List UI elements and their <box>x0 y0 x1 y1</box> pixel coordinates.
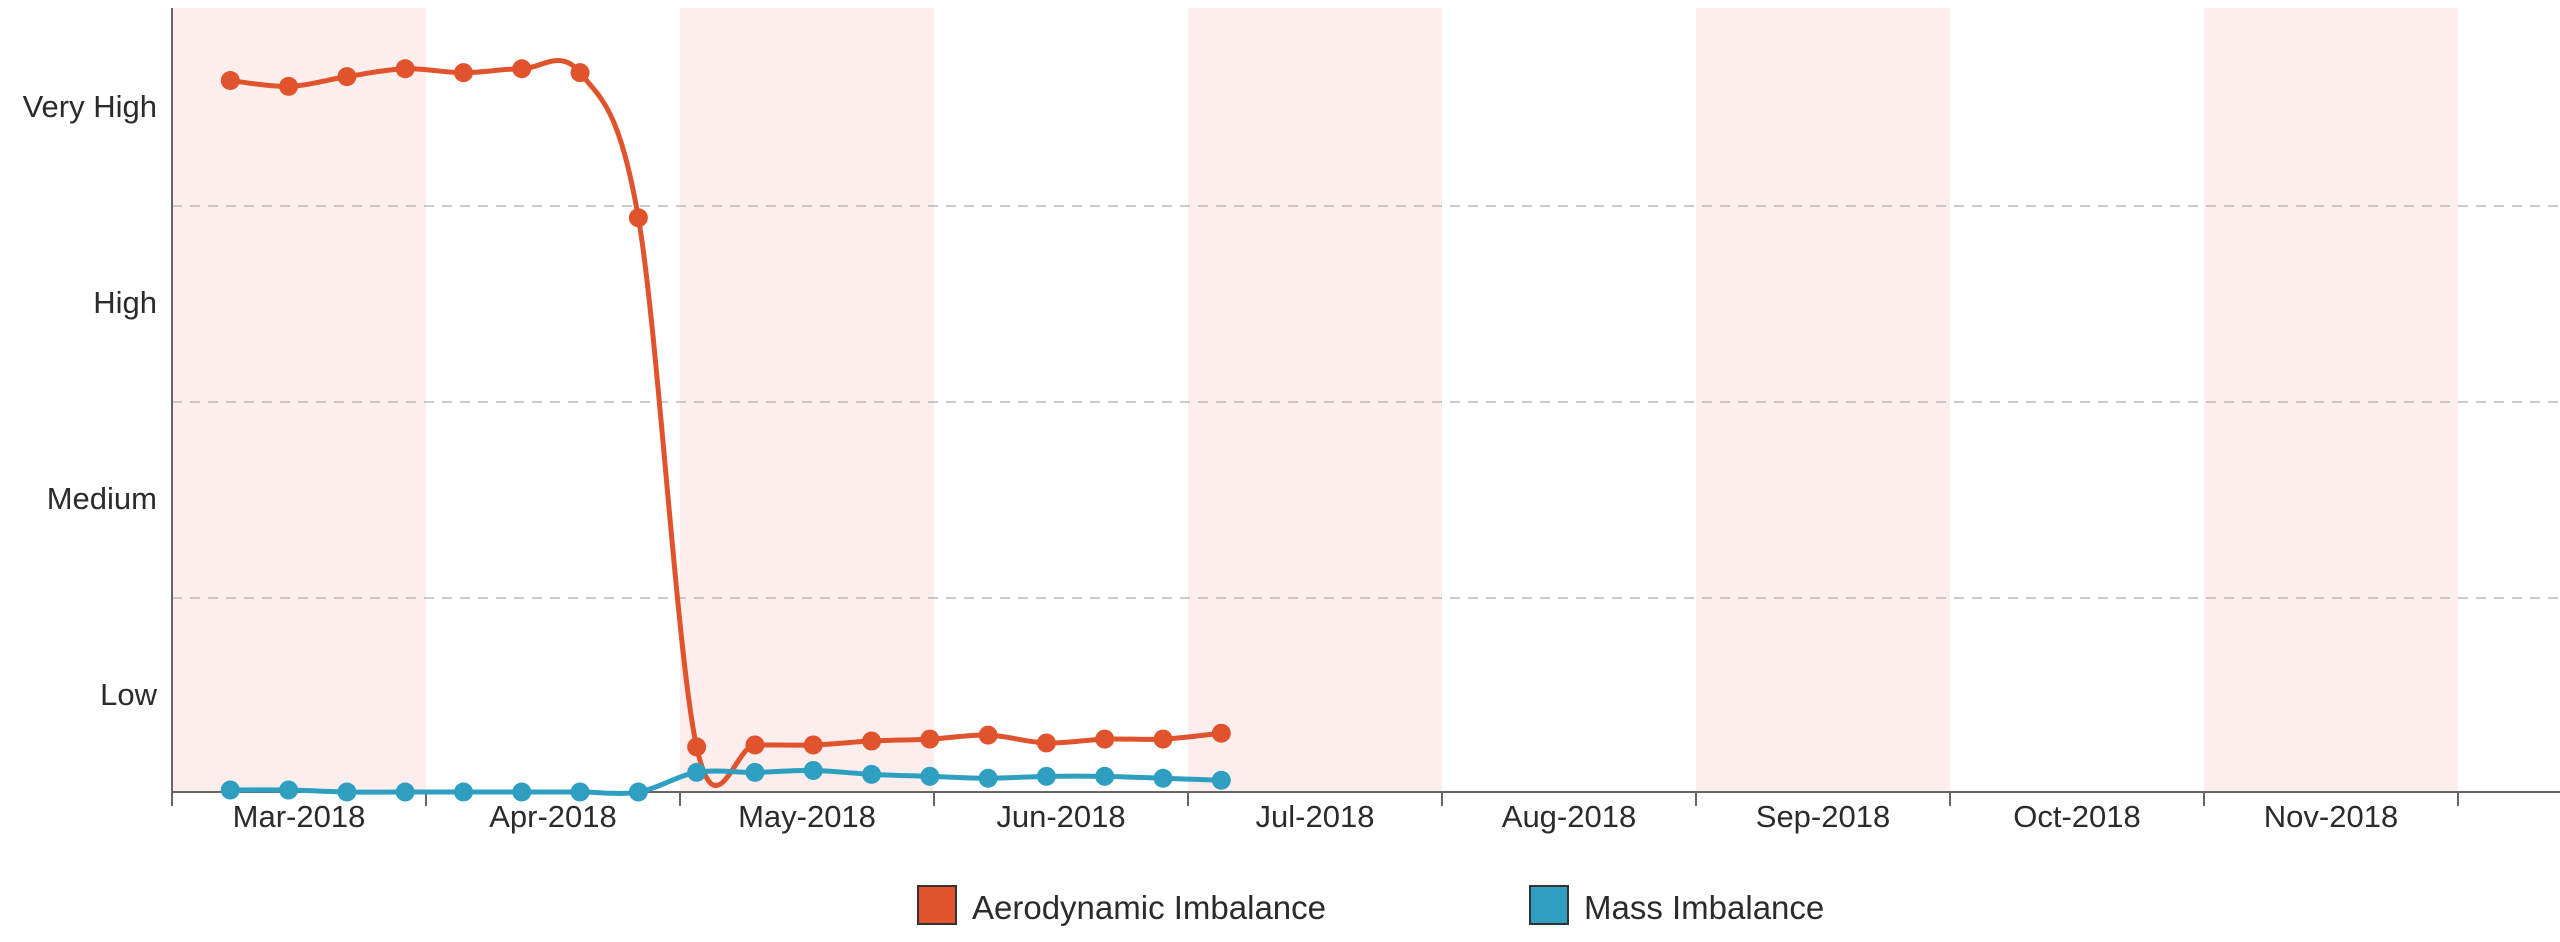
legend: Aerodynamic Imbalance Mass Imbalance <box>917 885 1824 926</box>
data-point-mass[interactable] <box>220 780 240 800</box>
data-point-aerodynamic[interactable] <box>628 208 648 228</box>
data-point-aerodynamic[interactable] <box>1211 723 1231 743</box>
data-point-mass[interactable] <box>978 768 998 788</box>
month-band <box>1696 8 1950 792</box>
data-point-mass[interactable] <box>803 760 823 780</box>
x-tick-label: May-2018 <box>738 799 876 834</box>
y-tick-label: Very High <box>23 89 157 124</box>
data-point-aerodynamic[interactable] <box>1036 733 1056 753</box>
data-point-mass[interactable] <box>512 782 532 802</box>
data-point-aerodynamic[interactable] <box>220 71 240 91</box>
x-tick-label: Oct-2018 <box>2013 799 2141 834</box>
data-point-aerodynamic[interactable] <box>279 76 299 96</box>
x-tick-label: Aug-2018 <box>1502 799 1636 834</box>
gridlines <box>172 205 2560 599</box>
data-point-aerodynamic[interactable] <box>570 63 590 83</box>
data-point-mass[interactable] <box>920 766 940 786</box>
data-point-mass[interactable] <box>453 782 473 802</box>
data-point-mass[interactable] <box>337 782 357 802</box>
legend-label-mass[interactable]: Mass Imbalance <box>1584 889 1824 926</box>
data-point-aerodynamic[interactable] <box>687 737 707 757</box>
legend-swatch-mass[interactable] <box>1529 885 1569 925</box>
data-point-mass[interactable] <box>862 764 882 784</box>
y-tick-labels: Low Medium High Very High <box>23 89 158 712</box>
data-point-aerodynamic[interactable] <box>337 67 357 87</box>
x-tick-label: Jul-2018 <box>1256 799 1375 834</box>
month-bands <box>172 8 2458 792</box>
data-point-aerodynamic[interactable] <box>745 735 765 755</box>
data-point-aerodynamic[interactable] <box>1153 729 1173 749</box>
month-band <box>680 8 934 792</box>
data-point-aerodynamic[interactable] <box>395 59 415 79</box>
data-point-mass[interactable] <box>628 782 648 802</box>
x-tick-label: Mar-2018 <box>233 799 366 834</box>
legend-label-aerodynamic[interactable]: Aerodynamic Imbalance <box>972 889 1326 926</box>
y-tick-label: High <box>93 285 157 320</box>
data-point-aerodynamic[interactable] <box>803 735 823 755</box>
data-point-mass[interactable] <box>570 782 590 802</box>
data-point-mass[interactable] <box>1153 768 1173 788</box>
data-point-aerodynamic[interactable] <box>1095 729 1115 749</box>
y-tick-label: Medium <box>47 481 157 516</box>
y-tick-label: Low <box>100 677 157 712</box>
data-point-mass[interactable] <box>395 782 415 802</box>
x-tick-label: Apr-2018 <box>489 799 617 834</box>
data-point-mass[interactable] <box>279 780 299 800</box>
x-tick-labels: Mar-2018 Apr-2018 May-2018 Jun-2018 Jul-2018… <box>233 799 2399 834</box>
data-point-aerodynamic[interactable] <box>920 729 940 749</box>
data-point-mass[interactable] <box>1036 766 1056 786</box>
data-point-mass[interactable] <box>687 762 707 782</box>
series-line-aerodynamic <box>227 58 1224 788</box>
data-point-mass[interactable] <box>745 762 765 782</box>
data-point-aerodynamic[interactable] <box>453 63 473 83</box>
x-tick-label: Jun-2018 <box>996 799 1125 834</box>
x-tick-label: Nov-2018 <box>2264 799 2398 834</box>
legend-swatch-aerodynamic[interactable] <box>917 885 957 925</box>
month-band <box>2204 8 2458 792</box>
data-point-aerodynamic[interactable] <box>512 59 532 79</box>
data-point-mass[interactable] <box>1211 770 1231 790</box>
data-point-mass[interactable] <box>1095 766 1115 786</box>
x-tick-label: Sep-2018 <box>1756 799 1890 834</box>
data-point-aerodynamic[interactable] <box>978 725 998 745</box>
series-layer <box>220 58 1231 802</box>
month-band <box>1188 8 1442 792</box>
data-point-aerodynamic[interactable] <box>862 731 882 751</box>
month-band <box>172 8 426 792</box>
